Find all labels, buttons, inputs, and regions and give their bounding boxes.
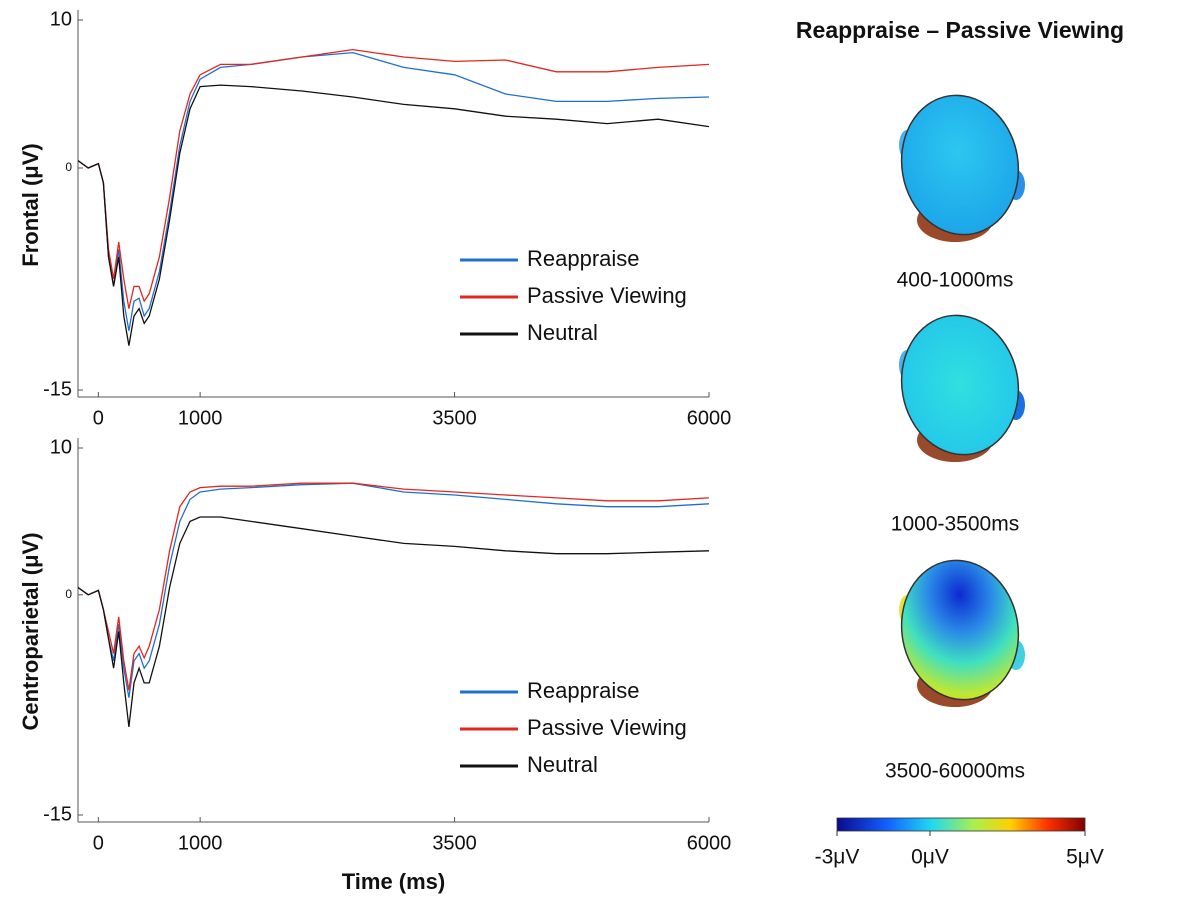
x-tick-label: 1000 (178, 832, 223, 854)
legend-label: Neutral (527, 320, 598, 345)
x-tick-label: 0 (93, 407, 104, 429)
legend-label: Passive Viewing (527, 283, 687, 308)
topomap-label: 400-1000ms (897, 269, 1014, 292)
x-tick-label: 6000 (687, 832, 732, 854)
data-line (77, 48, 710, 309)
x-tick-label: 1000 (178, 407, 223, 429)
topomap-label: 1000-3500ms (891, 513, 1019, 536)
y-tick-label: 0 (65, 160, 72, 174)
topomap-label: 3500-60000ms (885, 760, 1025, 783)
data-line (77, 482, 710, 698)
legend-label: Neutral (527, 752, 598, 777)
y-tick-label: -15 (43, 803, 72, 825)
y-axis-label: Frontal (μV) (18, 143, 43, 266)
data-line (77, 516, 710, 727)
data-line (77, 482, 710, 691)
legend-label: Reappraise (527, 246, 640, 271)
head-1 (899, 94, 1025, 242)
x-tick-label: 0 (93, 832, 104, 854)
y-tick-label: 10 (50, 8, 72, 30)
topomap-title: Reappraise – Passive Viewing (796, 17, 1124, 43)
head-3 (899, 559, 1025, 707)
y-axis-label: Centroparietal (μV) (18, 532, 43, 730)
x-axis-label: Time (ms) (342, 869, 446, 894)
legend-label: Reappraise (527, 678, 640, 703)
colorbar (836, 817, 1086, 832)
colorbar-tick-label: 0μV (911, 846, 949, 869)
legend-label: Passive Viewing (527, 715, 687, 740)
colorbar-tick-label: 5μV (1066, 846, 1104, 869)
head-2 (899, 314, 1025, 462)
colorbar-tick-label: -3μV (815, 846, 860, 869)
x-tick-label: 3500 (432, 832, 477, 854)
y-tick-label: 0 (65, 587, 72, 601)
x-tick-label: 6000 (687, 407, 732, 429)
y-tick-label: -15 (43, 378, 72, 400)
x-tick-label: 3500 (432, 407, 477, 429)
data-line (77, 84, 710, 346)
y-tick-label: 10 (50, 436, 72, 458)
